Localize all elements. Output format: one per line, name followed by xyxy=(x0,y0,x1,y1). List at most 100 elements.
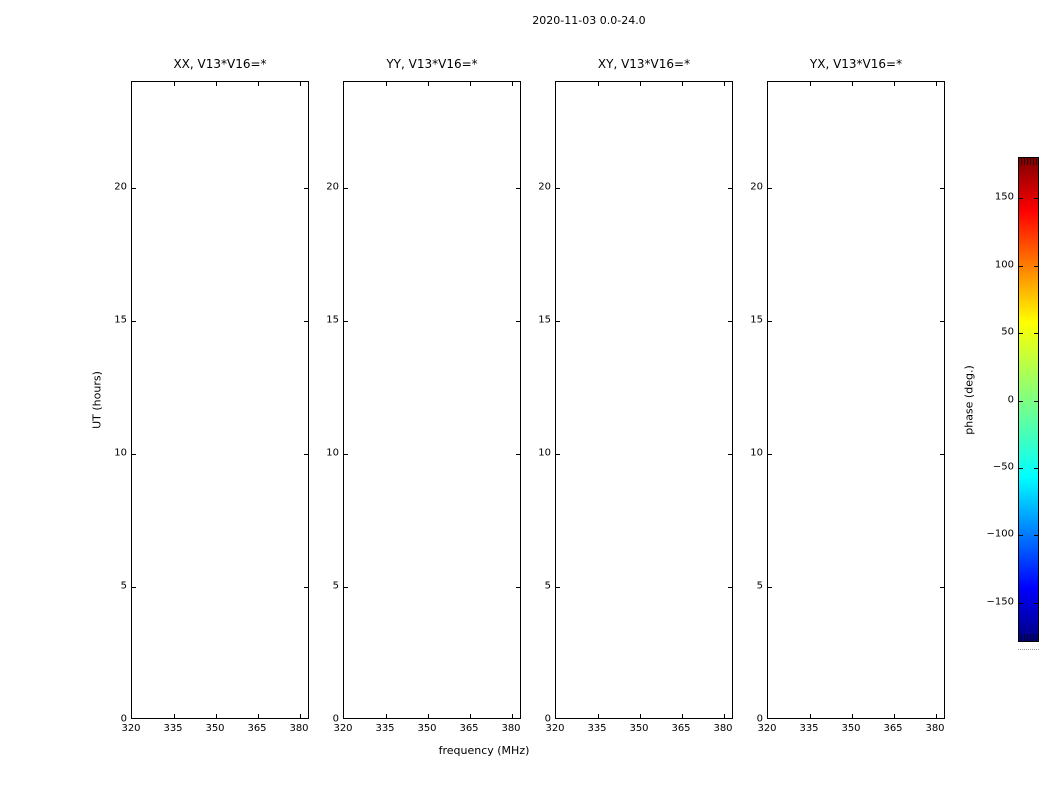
subplot-title: XY, V13*V16=* xyxy=(597,57,691,71)
x-tick-label: 320 xyxy=(757,723,777,734)
y-tick xyxy=(768,454,772,455)
colorbar-dotted-edge xyxy=(1018,649,1039,650)
colorbar-tick xyxy=(1034,333,1038,334)
x-tick xyxy=(386,714,387,718)
y-tick-label: 20 xyxy=(326,181,339,193)
y-tick xyxy=(516,454,520,455)
y-tick xyxy=(556,454,560,455)
colorbar-gradient xyxy=(1018,157,1039,642)
x-tick xyxy=(216,82,217,86)
y-tick-label: 5 xyxy=(120,580,127,592)
colorbar-tick xyxy=(1034,401,1038,402)
x-tick xyxy=(682,82,683,86)
subplot-title: YY, V13*V16=* xyxy=(386,57,478,71)
x-tick xyxy=(300,82,301,86)
y-tick-label: 5 xyxy=(544,580,551,592)
y-tick-label: 20 xyxy=(114,181,127,193)
y-tick xyxy=(728,587,732,588)
colorbar-label: phase (deg.) xyxy=(962,365,976,435)
x-tick-label: 365 xyxy=(883,723,903,734)
y-tick-label: 10 xyxy=(114,447,127,459)
x-tick-label: 365 xyxy=(459,723,479,734)
x-tick-label: 335 xyxy=(163,723,183,734)
x-tick-label: 380 xyxy=(925,723,945,734)
x-tick xyxy=(852,82,853,86)
y-tick xyxy=(132,321,136,322)
y-tick xyxy=(304,587,308,588)
x-tick xyxy=(810,82,811,86)
x-tick xyxy=(470,82,471,86)
y-tick xyxy=(304,454,308,455)
x-tick xyxy=(852,714,853,718)
y-tick xyxy=(940,454,944,455)
colorbar-tick xyxy=(1034,198,1038,199)
y-tick-label: 15 xyxy=(750,314,763,326)
y-tick xyxy=(728,188,732,189)
x-tick xyxy=(598,82,599,86)
y-tick xyxy=(344,587,348,588)
x-tick xyxy=(428,714,429,718)
x-tick xyxy=(174,714,175,718)
colorbar-tick xyxy=(1034,535,1038,536)
y-tick xyxy=(132,188,136,189)
colorbar-tick xyxy=(1019,603,1023,604)
y-tick xyxy=(728,454,732,455)
x-tick xyxy=(640,714,641,718)
y-tick xyxy=(768,321,772,322)
colorbar-tick xyxy=(1019,333,1023,334)
x-tick xyxy=(512,714,513,718)
y-tick-label: 20 xyxy=(538,181,551,193)
x-tick-label: 335 xyxy=(799,723,819,734)
x-axis-label: frequency (MHz) xyxy=(438,744,530,757)
y-tick xyxy=(768,188,772,189)
x-tick-label: 365 xyxy=(671,723,691,734)
x-tick xyxy=(640,82,641,86)
y-tick xyxy=(132,587,136,588)
colorbar-tick xyxy=(1019,535,1023,536)
colorbar-tick xyxy=(1034,603,1038,604)
y-tick xyxy=(132,454,136,455)
colorbar-tick xyxy=(1019,468,1023,469)
y-tick xyxy=(516,321,520,322)
colorbar-tick xyxy=(1019,401,1023,402)
colorbar-tick-label: −50 xyxy=(992,461,1014,473)
x-tick xyxy=(174,82,175,86)
subplot-title: XX, V13*V16=* xyxy=(173,57,267,71)
colorbar-comb-top xyxy=(1019,158,1038,165)
colorbar-tick xyxy=(1019,266,1023,267)
x-tick xyxy=(258,82,259,86)
colorbar-tick-label: −100 xyxy=(986,528,1014,540)
x-tick xyxy=(598,714,599,718)
x-tick xyxy=(894,82,895,86)
x-tick xyxy=(512,82,513,86)
y-tick xyxy=(344,321,348,322)
x-tick-label: 350 xyxy=(841,723,861,734)
y-tick xyxy=(516,188,520,189)
y-tick xyxy=(516,587,520,588)
y-axis-label: UT (hours) xyxy=(90,371,104,429)
y-tick-label: 15 xyxy=(326,314,339,326)
x-tick-label: 335 xyxy=(375,723,395,734)
x-tick xyxy=(300,714,301,718)
x-tick xyxy=(258,714,259,718)
y-tick xyxy=(768,587,772,588)
subplot-title: YX, V13*V16=* xyxy=(809,57,903,71)
x-tick-label: 380 xyxy=(289,723,309,734)
plot-area xyxy=(555,81,733,719)
x-tick-label: 320 xyxy=(545,723,565,734)
y-tick xyxy=(556,587,560,588)
y-tick-label: 20 xyxy=(750,181,763,193)
y-tick xyxy=(344,188,348,189)
y-tick xyxy=(940,587,944,588)
colorbar-comb-bottom xyxy=(1019,634,1038,641)
x-tick-label: 350 xyxy=(629,723,649,734)
colorbar-tick-label: 150 xyxy=(994,191,1014,203)
y-tick xyxy=(304,188,308,189)
x-tick xyxy=(936,82,937,86)
x-tick xyxy=(386,82,387,86)
y-tick-label: 15 xyxy=(538,314,551,326)
x-tick-label: 380 xyxy=(501,723,521,734)
y-tick xyxy=(940,188,944,189)
y-tick-label: 10 xyxy=(326,447,339,459)
x-tick xyxy=(470,714,471,718)
